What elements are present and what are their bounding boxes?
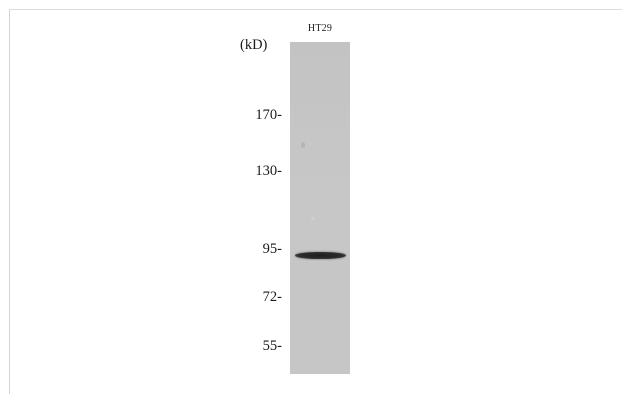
marker-130: 130- <box>255 163 282 179</box>
gel-lane <box>290 42 350 374</box>
lane-speck <box>311 217 314 220</box>
marker-72: 72- <box>262 289 282 305</box>
marker-55: 55- <box>262 338 282 354</box>
marker-95: 95- <box>262 241 282 257</box>
marker-170: 170- <box>255 107 282 123</box>
frame-top-border <box>9 9 622 10</box>
protein-band <box>295 252 346 259</box>
lane-speck <box>301 142 305 148</box>
unit-label: (kD) <box>240 37 268 53</box>
frame-left-border <box>9 9 10 394</box>
lane-label: HT29 <box>307 23 333 34</box>
